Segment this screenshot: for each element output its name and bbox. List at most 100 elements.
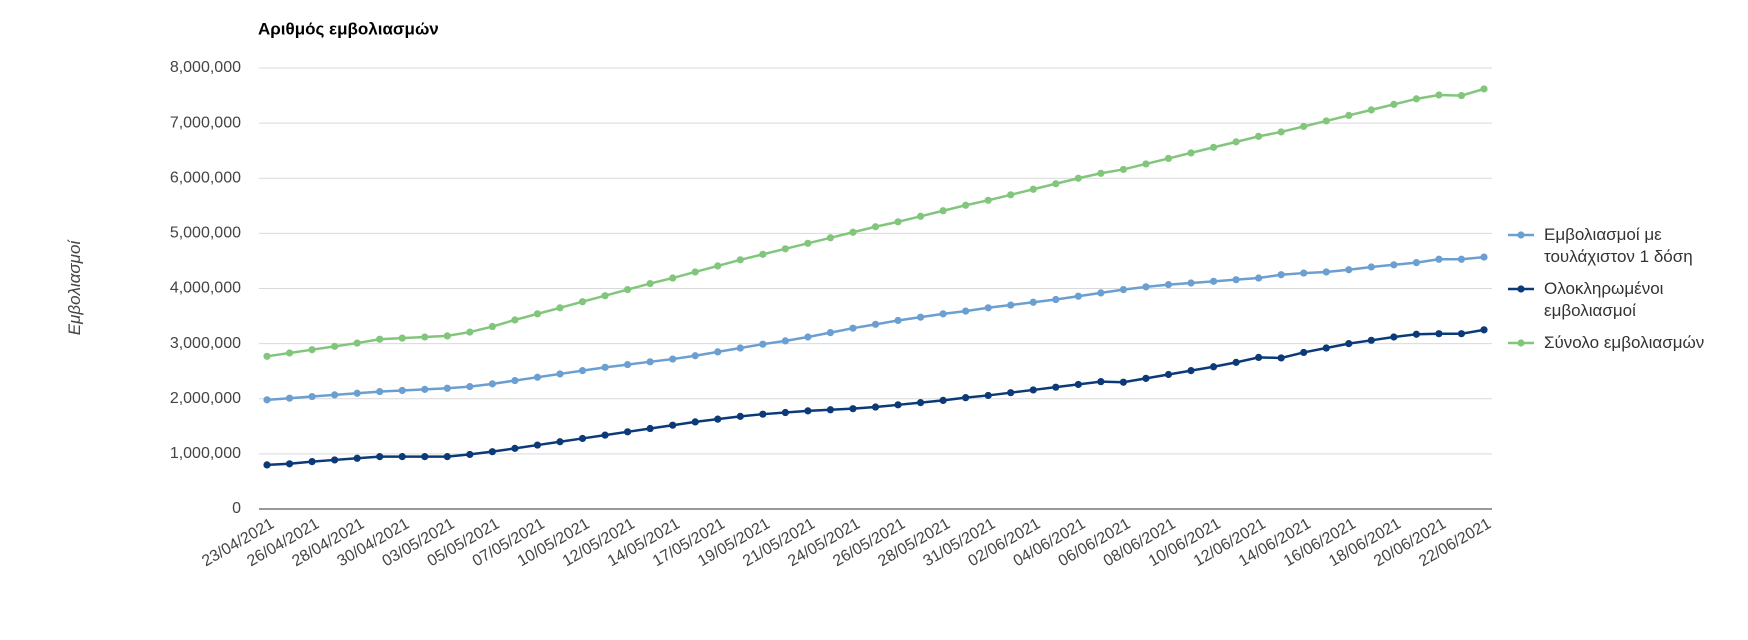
data-point [1052, 295, 1060, 304]
data-point [578, 298, 587, 306]
data-point [556, 438, 564, 446]
data-point [646, 358, 654, 366]
data-point [466, 383, 474, 391]
data-point [1255, 132, 1263, 140]
data-point [376, 335, 384, 343]
data-point [1277, 271, 1285, 279]
legend-item: Εμβολιασμοί με τουλάχιστον 1 δόση [1508, 224, 1738, 268]
data-point [1457, 330, 1466, 338]
data-point [263, 352, 271, 360]
data-point [962, 201, 970, 209]
data-point [669, 421, 677, 429]
legend: Εμβολιασμοί με τουλάχιστον 1 δόση Ολοκληρ… [1508, 224, 1738, 364]
data-point [443, 332, 451, 340]
data-point [1029, 298, 1037, 306]
data-point [285, 349, 294, 357]
data-point [1209, 143, 1218, 151]
data-point [1435, 91, 1443, 99]
data-point [376, 387, 384, 396]
data-point [1052, 383, 1060, 391]
data-point [1412, 258, 1420, 267]
data-point [308, 457, 316, 466]
data-point [601, 363, 609, 371]
data-point [1277, 128, 1285, 136]
data-point [353, 339, 361, 347]
data-point [871, 320, 880, 328]
data-point [1007, 389, 1015, 397]
data-point [1187, 367, 1195, 375]
data-point [1119, 286, 1128, 294]
data-point [1390, 333, 1398, 341]
data-point [578, 434, 587, 443]
data-point [1367, 336, 1375, 344]
y-tick-label: 5,000,000 [170, 225, 241, 242]
data-point [1435, 255, 1443, 263]
data-point [826, 406, 835, 414]
data-point [1255, 274, 1263, 282]
data-point [1367, 263, 1375, 271]
data-point [804, 239, 812, 247]
data-point [781, 245, 789, 253]
data-point [601, 292, 609, 300]
data-point [1300, 269, 1308, 277]
data-point [1457, 255, 1466, 263]
data-point [443, 384, 451, 392]
legend-label: Ολοκληρωμένοι εμβολιασμοί [1544, 279, 1664, 320]
data-point [1007, 191, 1015, 199]
data-point [1412, 330, 1420, 338]
data-point [804, 407, 812, 415]
data-point [916, 212, 925, 220]
data-point [1480, 326, 1488, 334]
data-point [1029, 185, 1037, 193]
data-point [1097, 289, 1105, 297]
data-point [1255, 353, 1263, 362]
data-point [285, 460, 294, 468]
y-tick-label: 2,000,000 [170, 390, 241, 407]
data-point [736, 344, 744, 352]
data-point [849, 228, 857, 236]
data-point [488, 380, 496, 388]
data-point [1345, 111, 1353, 120]
data-point [1300, 348, 1308, 357]
data-point [1142, 283, 1150, 291]
legend-item: Ολοκληρωμένοι εμβολιασμοί [1508, 278, 1738, 322]
data-point [826, 234, 835, 242]
y-tick-label: 7,000,000 [170, 114, 241, 131]
data-point [623, 286, 632, 294]
data-point [1480, 253, 1488, 261]
data-point [578, 367, 587, 375]
data-point [533, 310, 542, 318]
data-point [421, 333, 429, 341]
data-point [488, 322, 496, 331]
data-point [736, 412, 744, 420]
data-point [894, 218, 902, 226]
y-tick-label: 3,000,000 [170, 335, 241, 352]
data-point [488, 448, 496, 456]
data-point [466, 450, 474, 459]
data-point [1322, 117, 1330, 125]
data-point [1232, 358, 1240, 366]
data-point [984, 304, 992, 312]
legend-label: Εμβολιασμοί με τουλάχιστον 1 δόση [1544, 225, 1693, 266]
data-point [556, 304, 564, 312]
data-point [511, 444, 519, 452]
data-point [1164, 370, 1173, 379]
data-point [962, 394, 970, 402]
data-point [1390, 100, 1398, 108]
data-point [263, 396, 271, 404]
data-point [1457, 91, 1466, 100]
data-point [1300, 122, 1308, 131]
data-point [511, 376, 519, 385]
data-point [939, 310, 947, 318]
legend-marker [1508, 339, 1534, 347]
data-point [601, 431, 609, 439]
y-tick-label: 0 [232, 500, 241, 517]
data-point [1232, 138, 1240, 146]
data-point [466, 328, 474, 336]
data-point [1029, 386, 1037, 394]
legend-item: Σύνολο εμβολιασμών [1508, 332, 1738, 354]
data-point [1007, 301, 1015, 309]
data-point [646, 424, 654, 433]
data-point [939, 396, 947, 405]
